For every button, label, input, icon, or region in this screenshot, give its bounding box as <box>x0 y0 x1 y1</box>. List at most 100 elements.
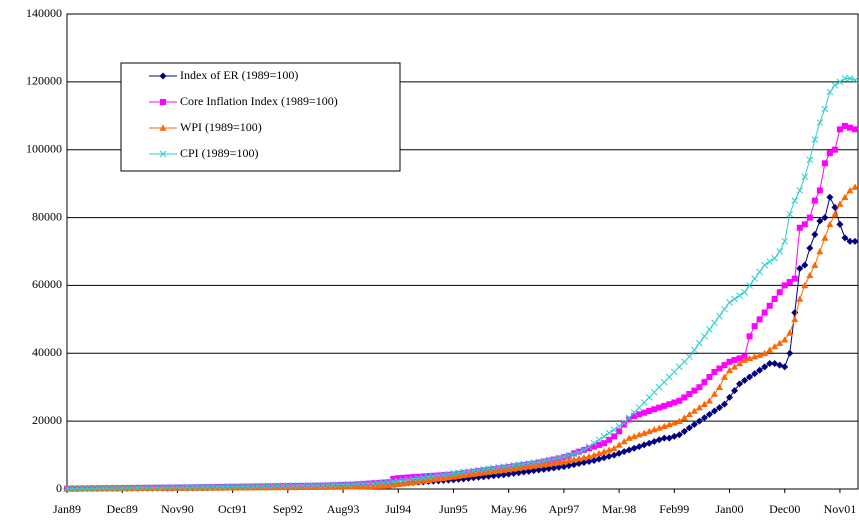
marker <box>605 452 613 460</box>
marker <box>600 448 608 455</box>
marker <box>289 483 297 491</box>
marker <box>465 471 473 478</box>
marker <box>530 462 538 469</box>
marker <box>726 366 734 374</box>
marker <box>741 376 749 384</box>
series <box>64 122 858 492</box>
marker <box>806 244 814 252</box>
marker <box>575 449 583 456</box>
legend-label: Core Inflation Index (1989=100) <box>180 94 338 108</box>
marker <box>540 457 548 465</box>
marker <box>751 275 758 282</box>
marker <box>771 296 778 302</box>
marker <box>148 484 156 491</box>
marker <box>224 484 232 491</box>
marker <box>721 400 729 408</box>
marker <box>726 393 734 401</box>
marker <box>475 469 483 477</box>
marker <box>590 451 598 458</box>
marker <box>836 220 844 228</box>
marker <box>545 456 553 464</box>
marker <box>410 474 417 481</box>
series <box>63 75 859 493</box>
marker <box>394 480 402 488</box>
marker <box>756 268 763 276</box>
legend-label: Index of ER (1989=100) <box>180 68 298 82</box>
marker <box>816 217 824 225</box>
marker <box>334 483 342 490</box>
marker <box>560 463 568 471</box>
series <box>63 193 859 493</box>
marker <box>309 481 317 489</box>
marker <box>665 421 673 428</box>
marker <box>274 483 282 491</box>
y-tick-label: 60000 <box>32 277 62 291</box>
x-tick-label: Jun95 <box>439 502 468 516</box>
marker <box>696 339 703 347</box>
marker <box>736 355 743 362</box>
marker <box>670 368 678 376</box>
marker <box>570 455 578 463</box>
marker <box>711 319 718 327</box>
marker <box>354 483 362 490</box>
marker <box>359 480 367 488</box>
marker <box>746 373 754 381</box>
marker <box>841 75 849 82</box>
marker <box>189 483 196 491</box>
marker <box>781 336 789 343</box>
marker <box>585 445 592 452</box>
marker <box>681 394 688 401</box>
marker <box>660 422 668 430</box>
marker <box>786 349 794 357</box>
marker <box>359 483 367 490</box>
marker <box>766 258 774 266</box>
marker <box>565 457 573 464</box>
marker <box>796 295 804 302</box>
marker <box>244 482 252 490</box>
marker <box>791 197 799 204</box>
marker <box>605 429 613 437</box>
marker <box>711 368 718 375</box>
marker <box>555 454 563 462</box>
marker <box>164 483 171 491</box>
marker <box>701 379 708 386</box>
marker <box>480 469 488 476</box>
x-tick-label: Nov01 <box>824 502 857 516</box>
x-tick-label: Jan00 <box>716 502 744 516</box>
marker <box>535 458 543 466</box>
marker <box>665 373 673 381</box>
marker <box>83 485 91 492</box>
marker <box>229 483 236 490</box>
marker <box>234 483 242 490</box>
marker <box>771 343 779 350</box>
marker <box>846 237 854 245</box>
marker <box>294 482 302 489</box>
marker <box>846 75 854 82</box>
marker <box>721 305 728 313</box>
marker <box>384 482 392 489</box>
marker <box>591 443 598 450</box>
x-tick-label: Jan89 <box>53 502 81 516</box>
marker <box>731 387 739 395</box>
marker <box>620 438 628 445</box>
marker <box>700 414 708 422</box>
marker <box>153 484 161 491</box>
marker <box>705 397 713 404</box>
marker <box>610 444 618 452</box>
marker <box>289 482 297 489</box>
marker <box>801 281 809 289</box>
marker <box>630 432 638 440</box>
marker <box>580 459 588 467</box>
marker <box>715 383 723 391</box>
marker <box>821 105 829 113</box>
marker <box>811 136 819 143</box>
x-tick-label: Oct91 <box>218 502 247 516</box>
marker <box>651 406 658 413</box>
marker <box>284 482 292 490</box>
legend-box <box>120 62 401 172</box>
marker <box>495 471 503 479</box>
marker <box>796 264 804 272</box>
marker <box>520 463 528 471</box>
marker <box>635 404 643 411</box>
marker <box>179 483 186 491</box>
